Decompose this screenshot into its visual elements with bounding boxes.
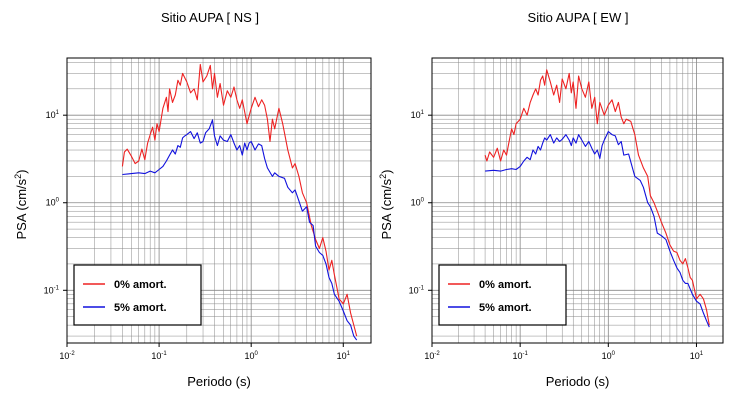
x-axis-label: Periodo (s) bbox=[546, 374, 610, 389]
series-line-damped bbox=[485, 131, 710, 328]
y-axis-label: PSA (cm/s2) bbox=[378, 169, 394, 239]
y-tick-label: 100 bbox=[46, 198, 60, 208]
chart-panel-2: 10-2 10-1 100 101 10-1 100 101 Sitio AUPA [ EW … bbox=[378, 10, 724, 389]
legend: 0% amort. 5% amort. bbox=[438, 264, 567, 326]
x-tick-label: 10-2 bbox=[424, 351, 440, 361]
plot-frame bbox=[66, 57, 372, 344]
y-axis-label: PSA (cm/s2) bbox=[13, 169, 29, 239]
x-tick-label: 101 bbox=[690, 351, 704, 361]
legend: 0% amort. 5% amort. bbox=[73, 264, 202, 326]
legend-box bbox=[438, 264, 567, 326]
y-tick-label: 101 bbox=[46, 110, 60, 120]
legend-label: 5% amort. bbox=[479, 302, 532, 314]
series-line-undamped bbox=[484, 69, 710, 326]
x-tick-label: 101 bbox=[337, 351, 351, 361]
x-axis-label: Periodo (s) bbox=[187, 374, 251, 389]
y-tick-label: 10-1 bbox=[409, 285, 425, 295]
x-tick-label: 10-2 bbox=[59, 351, 75, 361]
x-tick-label: 10-1 bbox=[512, 351, 528, 361]
series-line-damped bbox=[122, 119, 358, 341]
chart-title: Sitio AUPA [ NS ] bbox=[161, 10, 259, 25]
plot-frame bbox=[431, 57, 724, 344]
legend-box bbox=[73, 264, 202, 326]
y-tick-label: 101 bbox=[411, 110, 425, 120]
y-tick-label: 100 bbox=[411, 198, 425, 208]
legend-label: 5% amort. bbox=[114, 302, 167, 314]
x-tick-label: 100 bbox=[245, 351, 259, 361]
x-tick-label: 100 bbox=[602, 351, 616, 361]
chart-panel-1: 10-2 10-1 100 101 10-1 100 101 Sitio AUPA [ NS … bbox=[13, 10, 372, 389]
x-tick-label: 10-1 bbox=[151, 351, 167, 361]
legend-label: 0% amort. bbox=[114, 279, 167, 291]
legend-label: 0% amort. bbox=[479, 279, 532, 291]
chart-title: Sitio AUPA [ EW ] bbox=[528, 10, 629, 25]
y-tick-label: 10-1 bbox=[44, 285, 60, 295]
